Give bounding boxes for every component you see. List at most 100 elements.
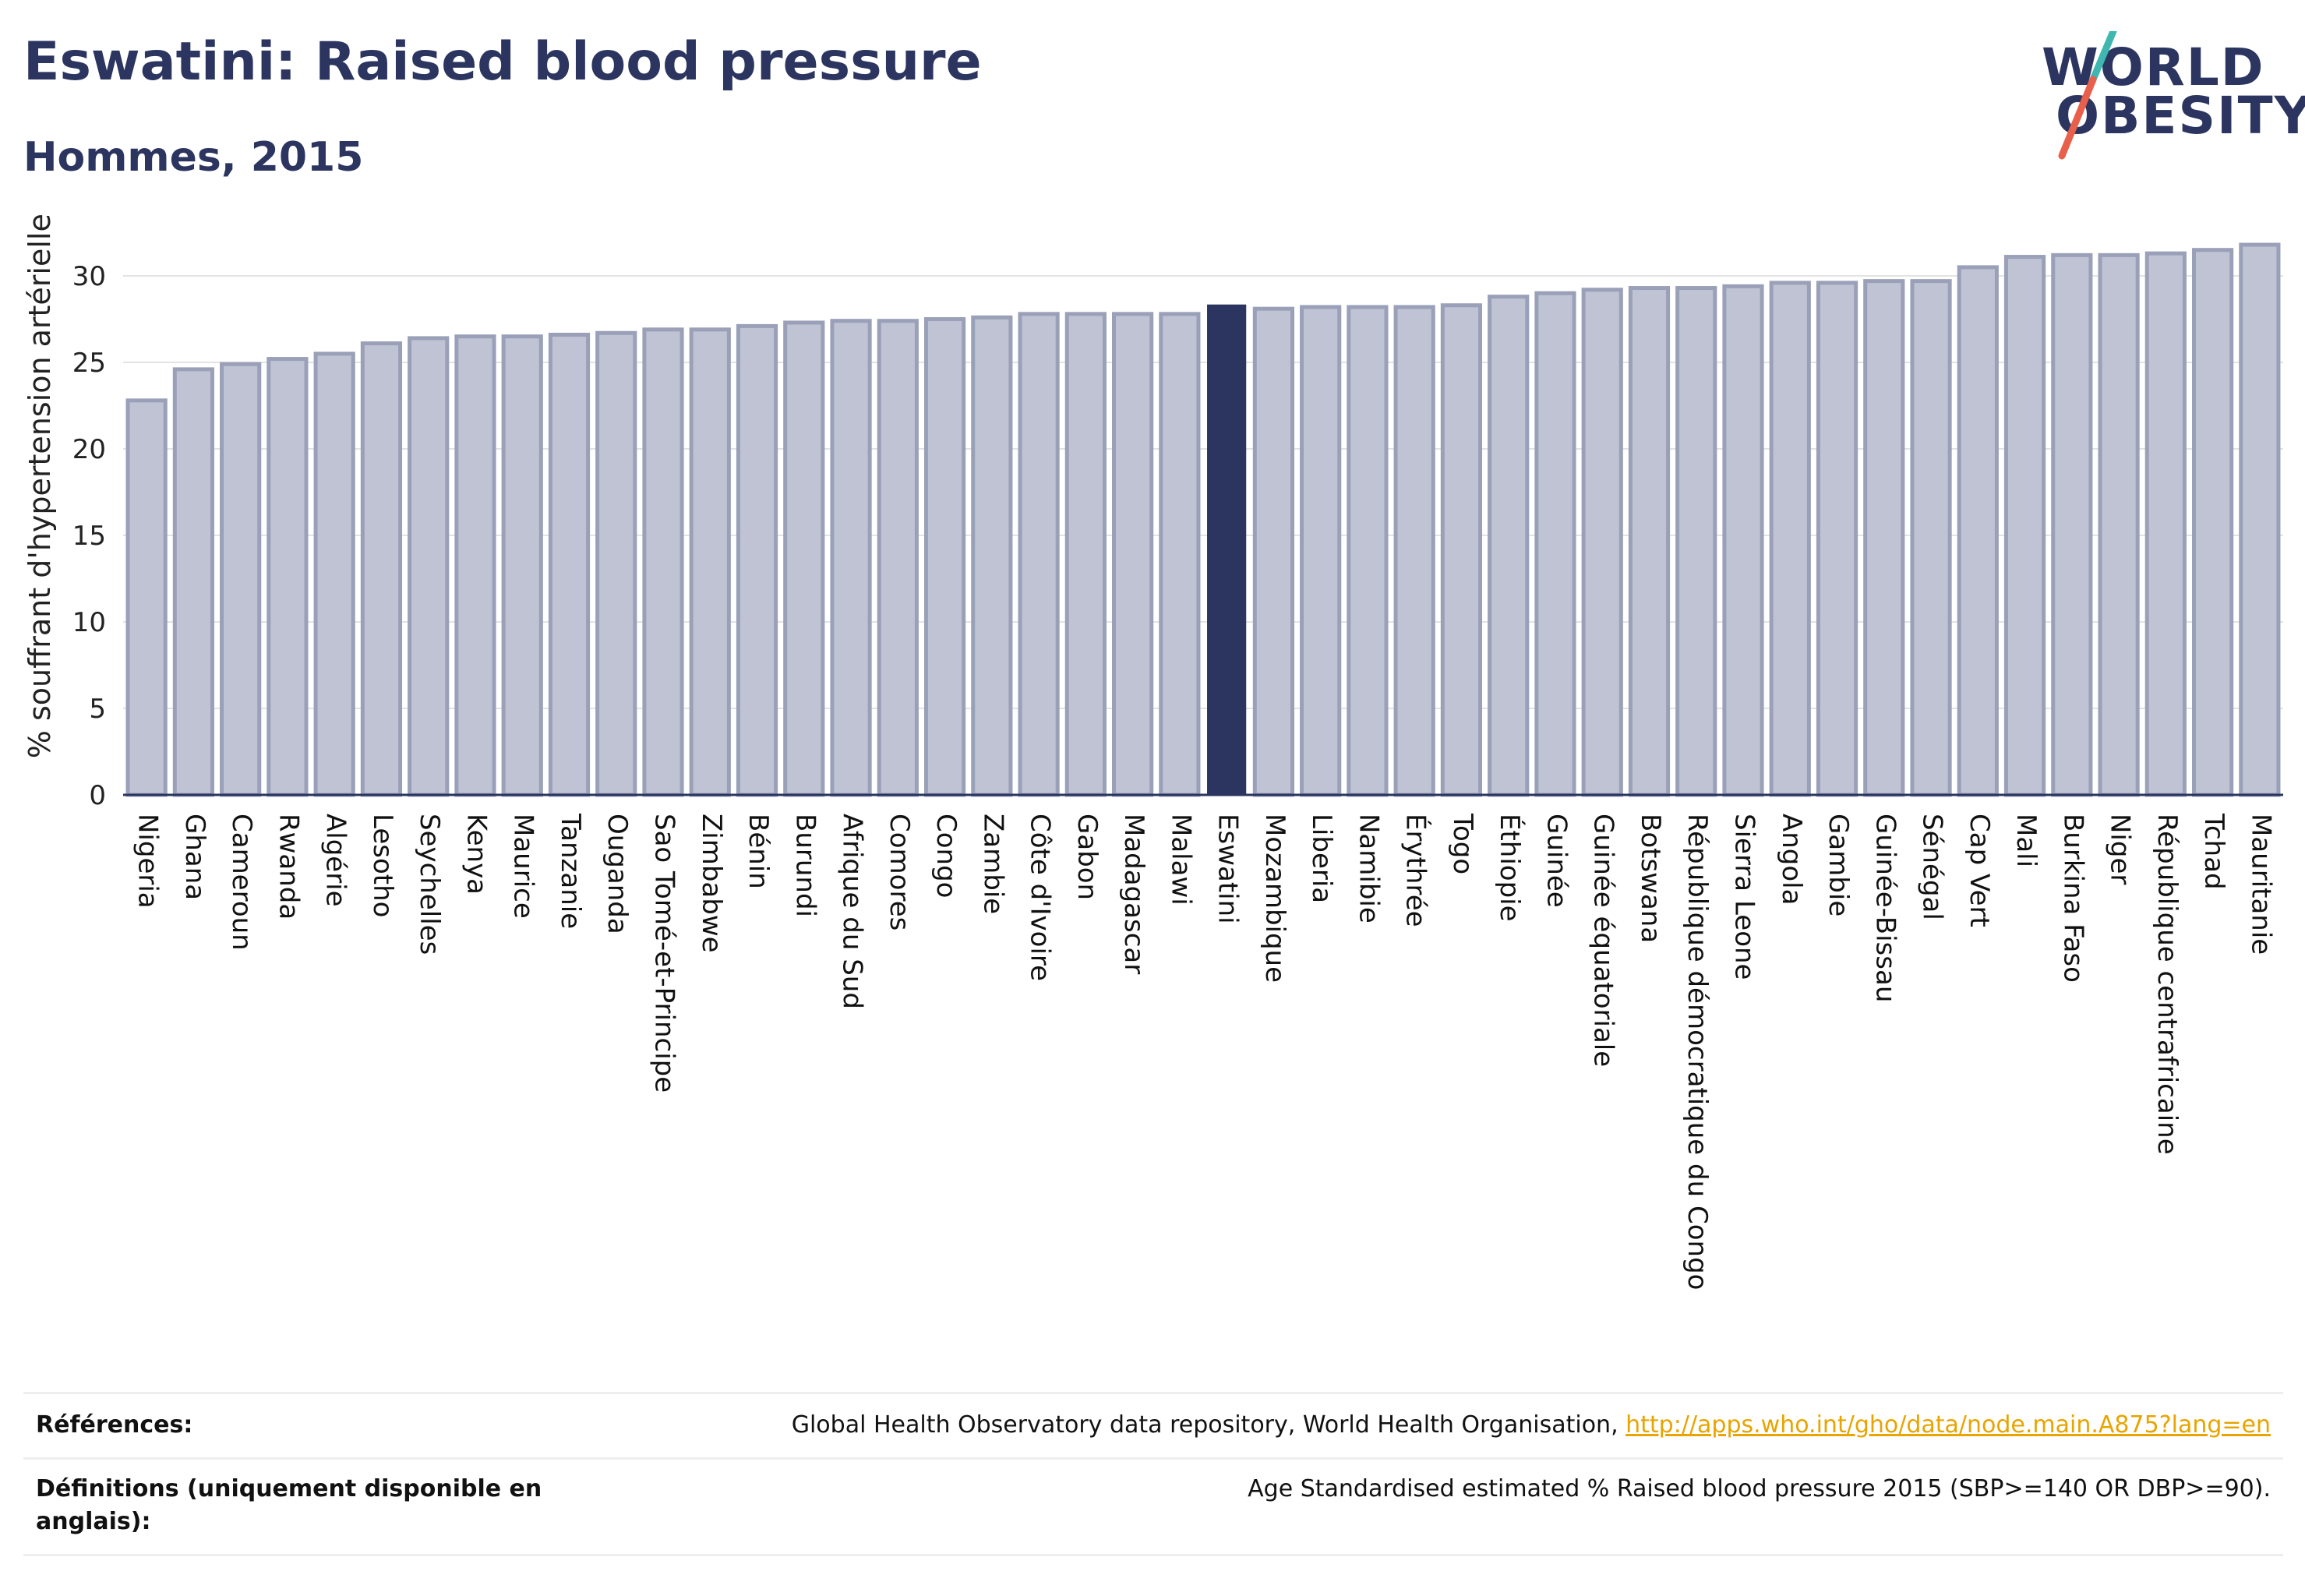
bar bbox=[1675, 286, 1717, 797]
bar bbox=[1440, 303, 1483, 797]
references-text: Global Health Observatory data repositor… bbox=[791, 1411, 1626, 1439]
bar bbox=[220, 362, 262, 797]
bar bbox=[1581, 288, 1623, 797]
x-category-label: Kenya bbox=[461, 814, 492, 895]
x-category-label: Ouganda bbox=[602, 814, 633, 934]
references-link[interactable]: http://apps.who.int/gho/data/node.main.A… bbox=[1626, 1411, 2271, 1439]
x-category-label: Guinée bbox=[1541, 814, 1572, 908]
bar bbox=[1300, 305, 1342, 797]
bar bbox=[360, 341, 403, 797]
chart-title: Eswatini: Raised blood pressure bbox=[23, 31, 982, 93]
x-category-label: Gabon bbox=[1071, 814, 1103, 900]
bar bbox=[313, 351, 355, 797]
bar-chart-svg: 0 5 10 15 20 25 30 Nigeria Ghana Cameroun Rwanda A… bbox=[23, 214, 2283, 1290]
y-tick-label: 15 bbox=[72, 521, 106, 552]
bar bbox=[2051, 252, 2093, 797]
x-category-label: Mozambique bbox=[1259, 814, 1290, 983]
x-category-label: Mauritanie bbox=[2245, 814, 2276, 955]
x-category-label: Burundi bbox=[789, 814, 821, 917]
bar bbox=[501, 334, 543, 797]
bar bbox=[2003, 255, 2046, 797]
bar bbox=[548, 332, 591, 797]
bar bbox=[830, 319, 872, 797]
x-category-label: Malawi bbox=[1165, 814, 1196, 906]
bar-chart: 0 5 10 15 20 25 30 Nigeria Ghana Cameroun Rwanda A… bbox=[0, 187, 2305, 1372]
x-category-label: Tanzanie bbox=[555, 813, 586, 929]
x-category-label: Côte d'Ivoire bbox=[1025, 814, 1056, 981]
x-category-label: Sao Tomé-et-Principe bbox=[649, 814, 680, 1093]
bar bbox=[1159, 312, 1201, 797]
y-axis-label: % souffrant d'hypertension artérielle bbox=[23, 214, 57, 758]
logo-slash-icon bbox=[2058, 31, 2117, 160]
bar bbox=[2239, 242, 2281, 797]
x-category-label: Afrique du Sud bbox=[837, 814, 868, 1009]
references-value: Global Health Observatory data repositor… bbox=[792, 1409, 2271, 1442]
x-category-label: Mali bbox=[2010, 814, 2042, 867]
bar bbox=[1112, 312, 1154, 797]
x-category-label: Gambie bbox=[1823, 814, 1854, 916]
bar bbox=[783, 320, 825, 797]
x-category-label: Botswana bbox=[1635, 814, 1666, 943]
bar bbox=[877, 319, 919, 797]
y-tick-labels: 0 5 10 15 20 25 30 bbox=[72, 261, 106, 811]
x-category-label: Zambie bbox=[977, 814, 1008, 914]
bar bbox=[1534, 291, 1576, 797]
x-category-label: Zimbabwe bbox=[696, 814, 727, 953]
x-category-label: Ghana bbox=[179, 814, 210, 900]
x-category-label: Rwanda bbox=[273, 814, 304, 920]
footer-bottom-divider bbox=[23, 1554, 2283, 1556]
x-category-label: Guinée-Bissau bbox=[1869, 814, 1901, 1002]
x-category-label: Burkina Faso bbox=[2057, 814, 2088, 983]
logo-line-1: WORLD bbox=[2042, 37, 2265, 97]
bar bbox=[1018, 312, 1060, 797]
x-category-label: Eswatini bbox=[1213, 814, 1244, 924]
x-category-label: République centrafricaine bbox=[2151, 814, 2183, 1155]
footer-middle-divider bbox=[23, 1457, 2283, 1460]
x-category-label: Lesotho bbox=[367, 814, 398, 917]
bar bbox=[454, 334, 496, 797]
x-category-label: Niger bbox=[2105, 814, 2136, 885]
bars bbox=[125, 242, 2281, 797]
x-category-labels: Nigeria Ghana Cameroun Rwanda Algérie Lesotho… bbox=[132, 813, 2277, 1290]
bar bbox=[595, 330, 637, 797]
bar-highlighted bbox=[1207, 304, 1247, 796]
y-tick-label: 30 bbox=[72, 261, 106, 292]
x-category-label: Sierra Leone bbox=[1729, 814, 1760, 980]
bar bbox=[1910, 279, 1952, 797]
x-category-label: Algérie bbox=[320, 814, 351, 907]
x-category-label: Tchad bbox=[2198, 813, 2229, 890]
bar bbox=[923, 317, 966, 797]
x-category-label: Sénégal bbox=[1917, 814, 1948, 920]
definitions-row: Définitions (uniquement disponible en an… bbox=[23, 1473, 2283, 1551]
bar bbox=[2144, 251, 2187, 797]
bar bbox=[2098, 252, 2140, 797]
bar bbox=[736, 323, 778, 797]
x-category-label: Cameroun bbox=[226, 814, 257, 951]
bar bbox=[408, 336, 450, 797]
bar bbox=[2192, 248, 2234, 797]
x-category-label: Togo bbox=[1447, 813, 1478, 874]
bar bbox=[971, 315, 1013, 797]
references-row: Références: Global Health Observatory da… bbox=[23, 1409, 2283, 1454]
bar bbox=[1722, 284, 1764, 797]
x-category-label: Cap Vert bbox=[1964, 814, 1995, 927]
world-obesity-logo: WORLD OBESITY bbox=[2026, 31, 2305, 164]
y-tick-label: 25 bbox=[72, 348, 106, 379]
definitions-value: Age Standardised estimated % Raised bloo… bbox=[1248, 1475, 2271, 1502]
references-label: Références: bbox=[36, 1411, 193, 1439]
bar bbox=[642, 327, 684, 797]
x-category-label: Nigeria bbox=[132, 814, 164, 909]
bar bbox=[1863, 279, 1905, 797]
x-category-label: Comores bbox=[884, 814, 915, 930]
y-tick-label: 0 bbox=[89, 780, 106, 811]
x-category-label: Maurice bbox=[508, 814, 539, 919]
y-tick-label: 20 bbox=[72, 434, 106, 465]
bar bbox=[125, 398, 168, 797]
bar bbox=[1628, 286, 1671, 797]
x-category-label: Namibie bbox=[1353, 814, 1384, 923]
x-category-label: Guinée équatoriale bbox=[1588, 814, 1619, 1067]
footer-top-divider bbox=[23, 1392, 2283, 1394]
x-category-label: Seychelles bbox=[414, 814, 445, 955]
bar bbox=[267, 357, 309, 797]
bar bbox=[1769, 281, 1811, 797]
